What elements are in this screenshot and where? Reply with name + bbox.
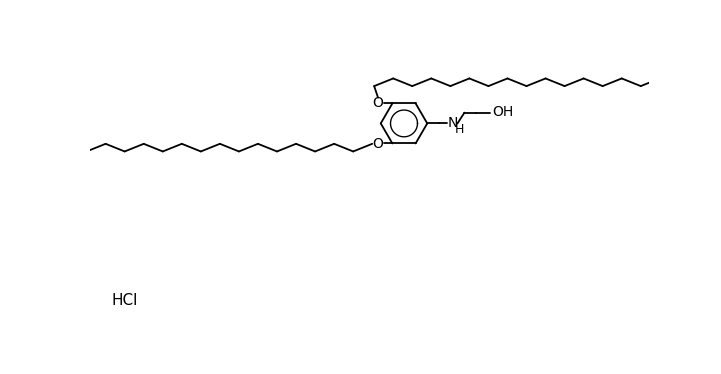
Text: OH: OH [492,105,513,119]
Text: HCl: HCl [112,293,138,308]
Text: O: O [373,96,384,110]
Text: H: H [454,123,464,137]
Text: O: O [373,137,384,151]
Text: N: N [447,116,458,131]
